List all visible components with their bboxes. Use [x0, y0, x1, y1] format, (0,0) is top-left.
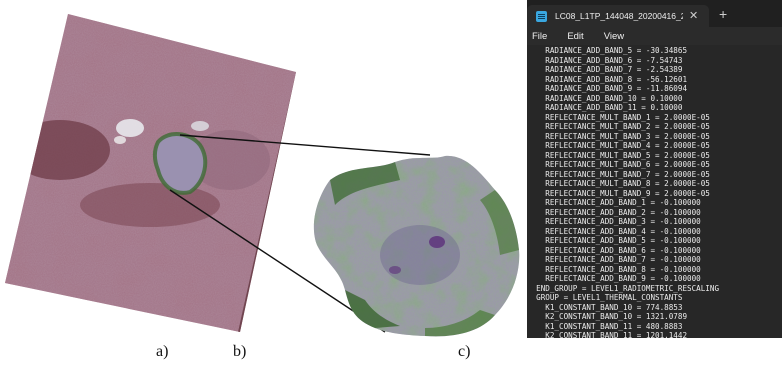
text-line: REFLECTANCE_MULT_BAND_7 = 2.0000E-05 — [527, 169, 710, 179]
caption-a: a) — [156, 343, 169, 360]
landsat-scene-image — [0, 0, 310, 340]
text-line: RADIANCE_ADD_BAND_11 = 0.10000 — [527, 103, 683, 112]
close-icon[interactable]: ✕ — [689, 9, 699, 22]
text-line: REFLECTANCE_ADD_BAND_3 = -0.100000 — [527, 217, 701, 226]
caption-b: b) — [233, 343, 247, 360]
text-line: RADIANCE_ADD_BAND_10 = 0.10000 — [527, 93, 683, 103]
text-line: REFLECTANCE_ADD_BAND_1 = -0.100000 — [527, 198, 701, 207]
text-line: K2_CONSTANT_BAND_11 = 1201.1442 — [527, 331, 688, 338]
tab-bar: LC08_L1TP_144048_20200416_2020 ✕ + — [527, 0, 782, 27]
text-content-area[interactable]: RADIANCE_ADD_BAND_5 = -30.34865 RADIANCE… — [527, 45, 782, 338]
text-line: REFLECTANCE_MULT_BAND_8 = 2.0000E-05 — [527, 179, 710, 188]
menu-view[interactable]: View — [603, 30, 625, 42]
text-line: END_GROUP = LEVEL1_RADIOMETRIC_RESCALING — [527, 283, 720, 293]
text-line: REFLECTANCE_MULT_BAND_2 = 2.0000E-05 — [527, 122, 710, 131]
caption-c: c) — [458, 343, 471, 360]
menu-file[interactable]: File — [532, 30, 548, 42]
text-line: K1_CONSTANT_BAND_10 = 774.8853 — [527, 302, 683, 312]
text-line: REFLECTANCE_ADD_BAND_5 = -0.100000 — [527, 236, 701, 245]
text-line: RADIANCE_ADD_BAND_5 = -30.34865 — [527, 46, 688, 55]
file-tab[interactable]: LC08_L1TP_144048_20200416_2020 ✕ — [527, 5, 709, 27]
tab-title: LC08_L1TP_144048_20200416_2020 — [555, 11, 683, 21]
text-line: REFLECTANCE_MULT_BAND_5 = 2.0000E-05 — [527, 150, 710, 160]
text-line: REFLECTANCE_MULT_BAND_6 = 2.0000E-05 — [527, 160, 710, 169]
text-line: K2_CONSTANT_BAND_10 = 1321.0789 — [527, 312, 688, 321]
text-line: REFLECTANCE_MULT_BAND_4 = 2.0000E-05 — [527, 141, 710, 150]
text-line: REFLECTANCE_MULT_BAND_3 = 2.0000E-05 — [527, 131, 710, 141]
text-line: REFLECTANCE_ADD_BAND_8 = -0.100000 — [527, 264, 701, 274]
text-line: REFLECTANCE_ADD_BAND_9 = -0.100000 — [527, 274, 701, 283]
text-line: REFLECTANCE_ADD_BAND_2 = -0.100000 — [527, 207, 701, 217]
text-line: RADIANCE_ADD_BAND_9 = -11.86094 — [527, 84, 688, 93]
notepad-icon — [536, 10, 547, 22]
text-line: REFLECTANCE_MULT_BAND_1 = 2.0000E-05 — [527, 112, 710, 122]
menu-bar: File Edit View — [527, 27, 782, 45]
menu-edit[interactable]: Edit — [567, 30, 584, 42]
text-line: REFLECTANCE_MULT_BAND_9 = 2.0000E-05 — [527, 188, 710, 198]
notepad-window: LC08_L1TP_144048_20200416_2020 ✕ + File … — [527, 0, 782, 338]
text-line: REFLECTANCE_ADD_BAND_4 = -0.100000 — [527, 226, 701, 236]
clipped-urban-image — [305, 150, 530, 340]
text-line: GROUP = LEVEL1_THERMAL_CONSTANTS — [527, 293, 683, 302]
plus-icon[interactable]: + — [719, 6, 728, 22]
text-line: K1_CONSTANT_BAND_11 = 480.8883 — [527, 321, 683, 331]
text-line: RADIANCE_ADD_BAND_8 = -56.12601 — [527, 74, 688, 84]
text-line: REFLECTANCE_ADD_BAND_6 = -0.100000 — [527, 245, 701, 255]
text-line: RADIANCE_ADD_BAND_7 = -2.54389 — [527, 65, 683, 74]
text-line: REFLECTANCE_ADD_BAND_7 = -0.100000 — [527, 255, 701, 264]
text-line: RADIANCE_ADD_BAND_6 = -7.54743 — [527, 55, 683, 65]
